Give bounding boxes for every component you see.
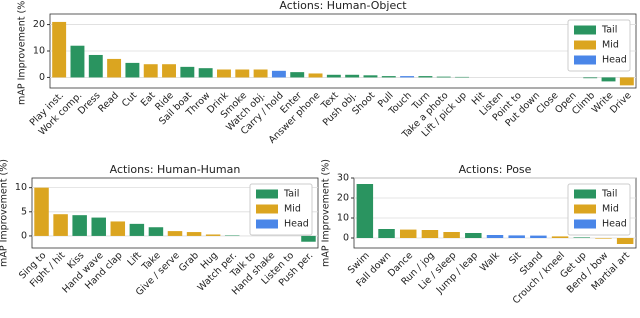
- legend-swatch: [256, 219, 278, 229]
- y-axis-label: mAP Improvement (%): [17, 0, 28, 105]
- x-tick-label: Cut: [120, 90, 140, 110]
- bar: [508, 235, 525, 238]
- bar: [290, 72, 305, 78]
- chart-title: Actions: Human-Human: [110, 163, 241, 176]
- x-tick-label: Sit: [507, 250, 524, 267]
- legend-swatch: [574, 40, 596, 50]
- legend-swatch: [574, 204, 596, 214]
- legend-swatch: [256, 204, 278, 214]
- bar: [125, 62, 140, 78]
- bar: [378, 229, 395, 238]
- bar: [551, 236, 569, 238]
- legend-label: Mid: [284, 204, 301, 215]
- bar: [583, 77, 598, 79]
- bar: [573, 237, 591, 238]
- bar: [595, 238, 612, 239]
- bar: [356, 184, 374, 238]
- legend-label: Tail: [283, 189, 299, 200]
- bar: [143, 64, 158, 78]
- bar: [345, 74, 360, 78]
- bar: [110, 221, 126, 236]
- bar: [180, 66, 195, 78]
- bar: [167, 231, 183, 236]
- bar: [162, 64, 176, 78]
- chart-title: Actions: Pose: [459, 163, 532, 176]
- bar: [205, 234, 221, 236]
- bar: [91, 217, 106, 236]
- legend-label: Head: [602, 219, 627, 230]
- legend-label: Mid: [602, 204, 619, 215]
- bar: [308, 73, 323, 78]
- bar: [271, 70, 286, 78]
- bar: [198, 68, 213, 78]
- legend-swatch: [574, 25, 596, 35]
- x-tick-label: Grab: [177, 250, 201, 274]
- bar: [253, 69, 268, 78]
- y-tick-label: 0: [343, 233, 349, 244]
- bar: [601, 77, 616, 82]
- y-tick-label: 10: [337, 213, 349, 224]
- bar: [217, 69, 231, 78]
- legend-swatch: [574, 55, 596, 65]
- bar: [381, 76, 396, 78]
- x-tick-label: Read: [96, 90, 121, 115]
- bar: [616, 238, 634, 244]
- legend-swatch: [574, 189, 596, 199]
- bar: [72, 215, 87, 236]
- bar: [363, 75, 378, 78]
- y-axis-label: mAP Improvement (%): [321, 159, 332, 267]
- y-tick-label: 0: [21, 230, 27, 241]
- bar: [107, 58, 122, 78]
- legend-label: Mid: [602, 40, 619, 51]
- bar: [421, 230, 439, 238]
- bar: [443, 232, 460, 238]
- x-tick-label: Walk: [478, 250, 502, 274]
- legend-label: Head: [602, 55, 627, 66]
- legend-swatch: [256, 189, 278, 199]
- bar: [530, 235, 547, 238]
- bar: [53, 214, 68, 236]
- x-tick-label: Drive: [608, 90, 634, 116]
- bar: [235, 69, 250, 78]
- bar: [52, 21, 67, 78]
- y-tick-label: 20: [337, 193, 349, 204]
- bar: [486, 235, 504, 238]
- bar: [400, 76, 415, 78]
- y-tick-label: 20: [33, 19, 45, 30]
- y-tick-label: 10: [15, 182, 27, 193]
- legend-label: Tail: [601, 25, 617, 36]
- bar: [186, 232, 202, 236]
- bar: [34, 187, 49, 236]
- y-tick-label: 5: [21, 206, 27, 217]
- y-tick-label: 10: [33, 46, 45, 57]
- bar: [326, 74, 341, 78]
- bar: [70, 45, 85, 78]
- y-axis-label: mAP Improvement (%): [0, 159, 10, 267]
- bar: [465, 233, 482, 238]
- bar: [399, 229, 417, 238]
- bar: [129, 223, 145, 236]
- bar: [436, 76, 451, 78]
- bar: [619, 77, 634, 86]
- bar: [88, 54, 103, 78]
- bar: [455, 76, 469, 78]
- bar: [418, 76, 433, 78]
- chart-title: Actions: Human-Object: [279, 0, 407, 12]
- bar: [148, 227, 164, 236]
- legend-label: Head: [284, 219, 309, 230]
- legend-label: Tail: [601, 189, 617, 200]
- legend-swatch: [574, 219, 596, 229]
- y-tick-label: 30: [337, 173, 349, 184]
- y-tick-label: 0: [39, 72, 45, 83]
- bar: [301, 235, 316, 242]
